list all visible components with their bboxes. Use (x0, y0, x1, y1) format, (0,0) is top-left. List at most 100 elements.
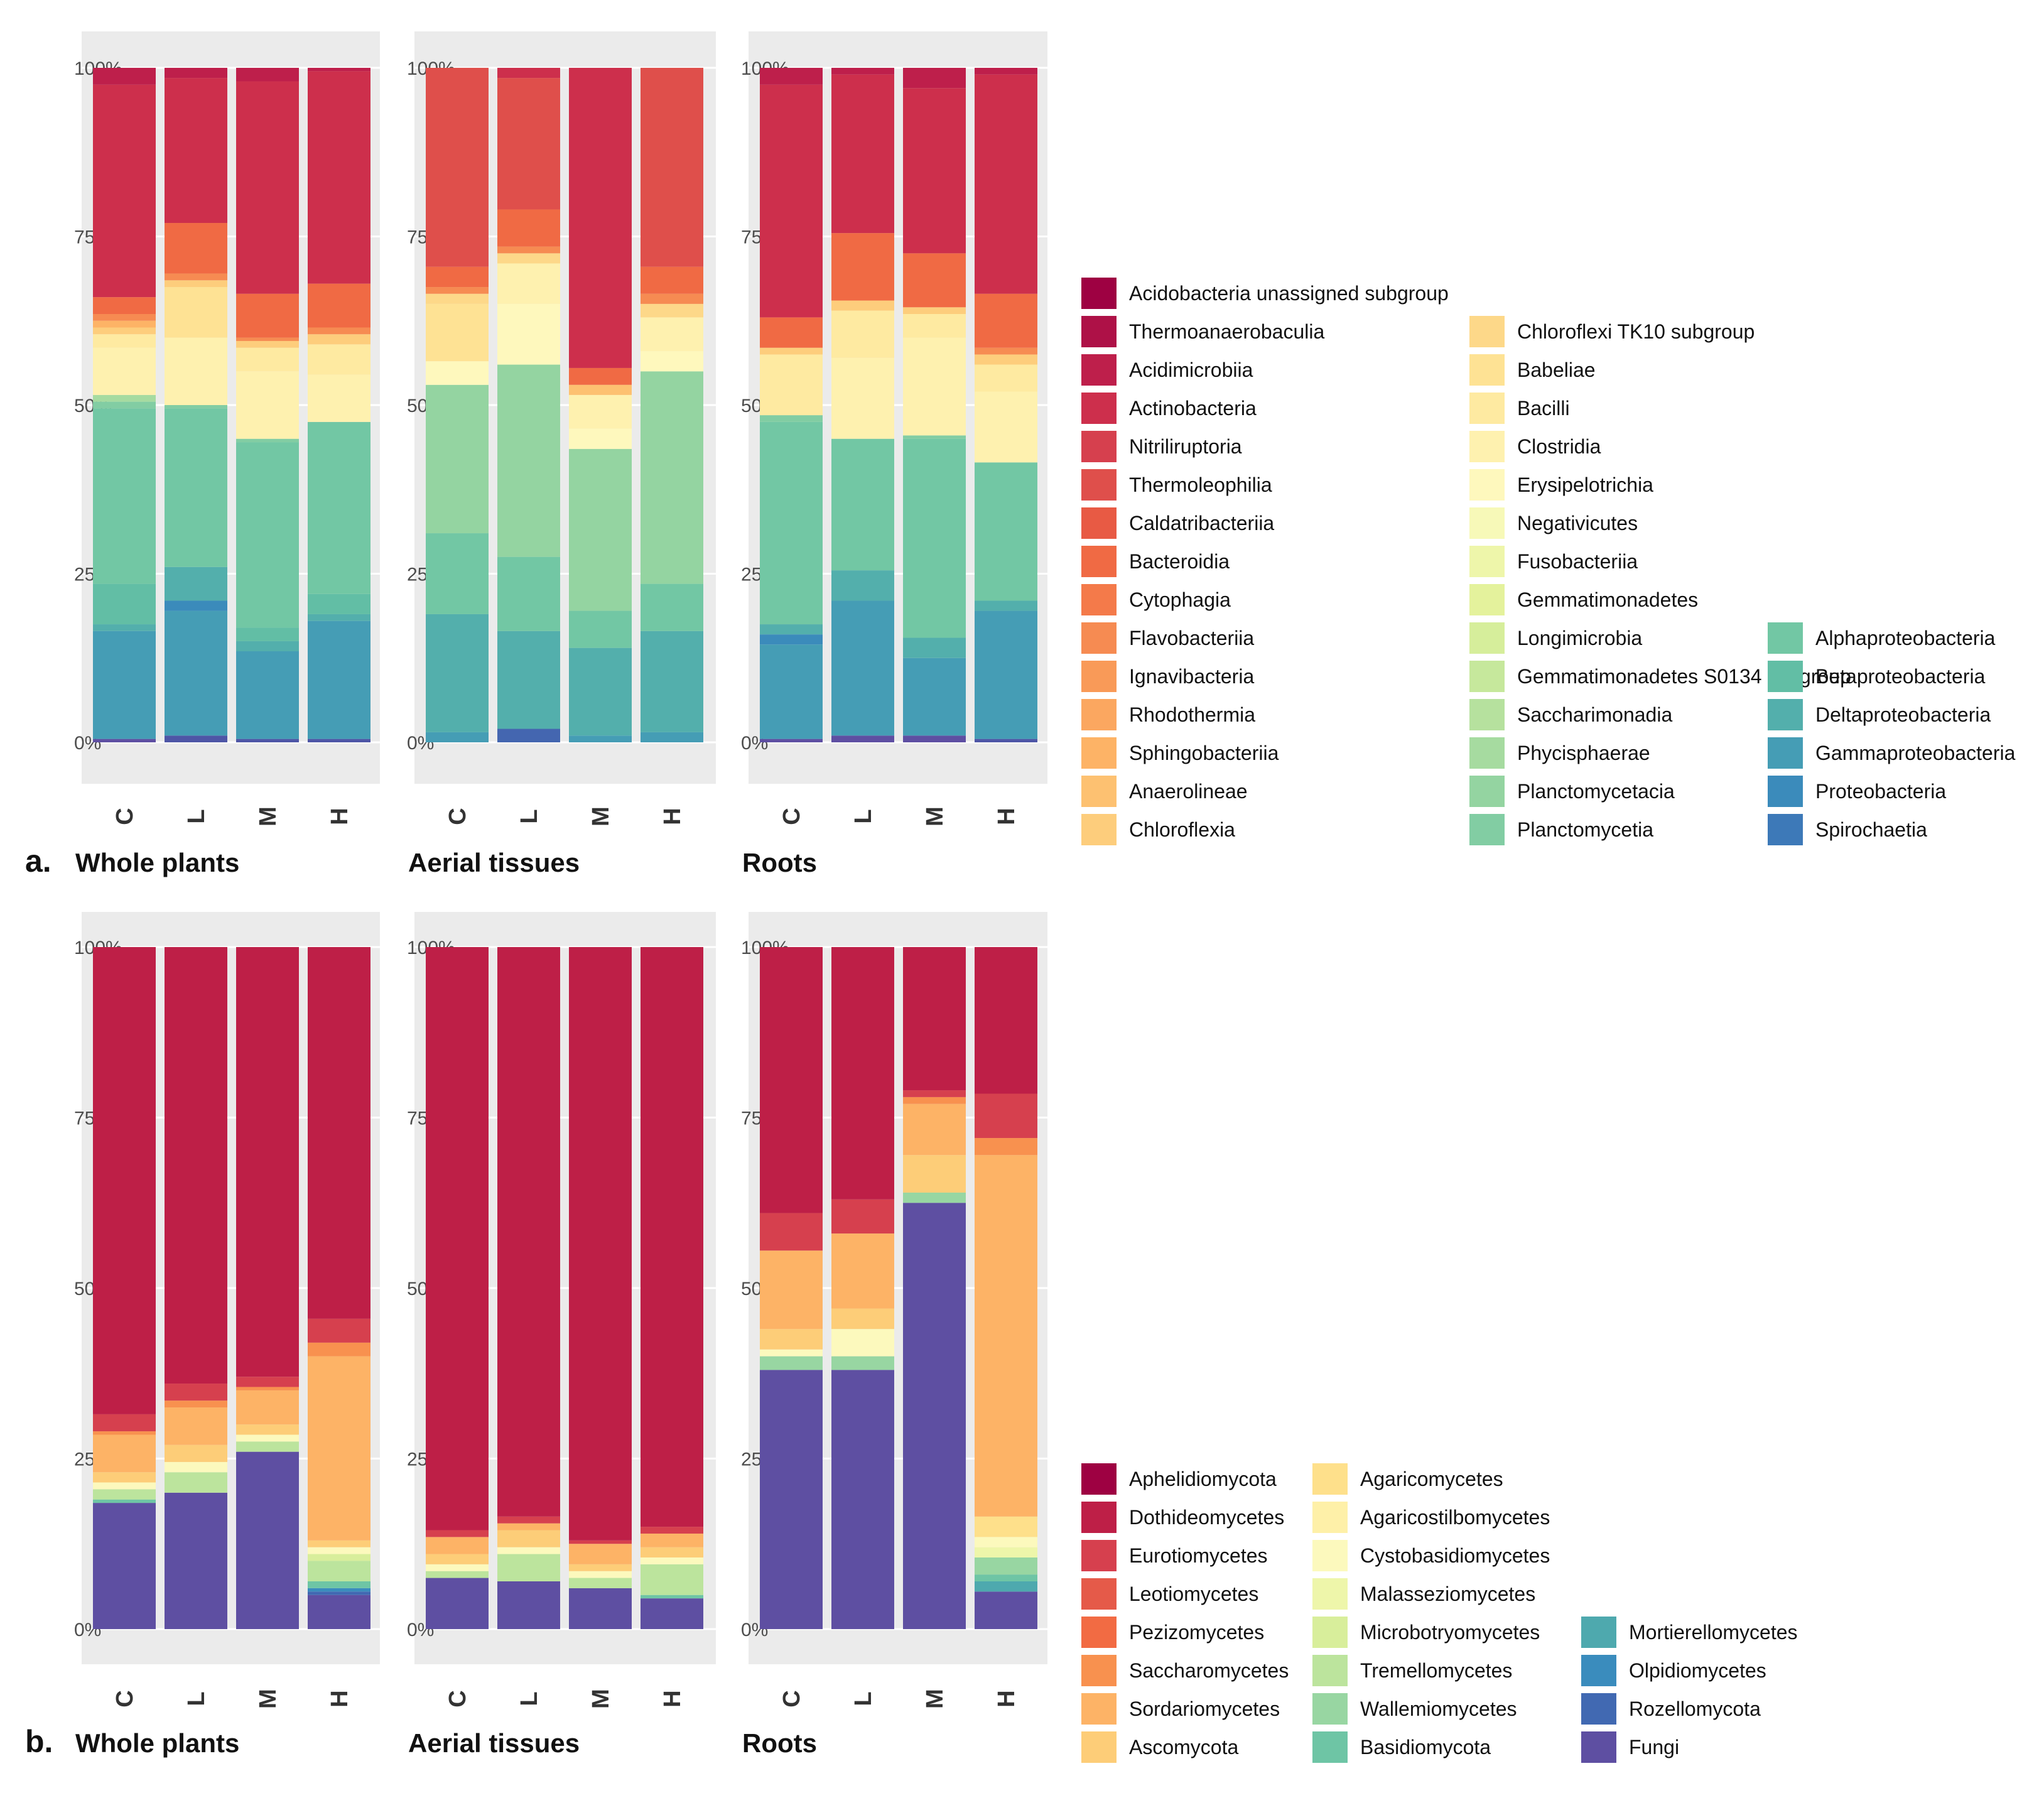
legend-swatch (1081, 393, 1117, 424)
bar-segment: M — Clostridia (569, 395, 632, 429)
legend-swatch (1469, 584, 1505, 615)
bar-segment: L — Fungi (831, 1370, 894, 1629)
legend-label: Tremellomycetes (1360, 1659, 1512, 1682)
bar-M: M — FungiM — WallemiomycetesM — Ascomyco… (903, 947, 966, 1629)
legend-label: Thermoleophilia (1129, 474, 1272, 496)
bar-segment: C — Actinobacteria (760, 85, 823, 318)
legend-label: Fungi (1629, 1736, 1679, 1758)
bar-segment: L — Saccharomycetes (165, 1400, 227, 1407)
x-tick-label: L (516, 1691, 543, 1706)
legend-label: Ascomycota (1129, 1736, 1238, 1758)
bar-segment: M — Ascomycota (236, 1424, 299, 1434)
legend-item: Saccharomycetes (1081, 1655, 1289, 1686)
x-tick-label: H (993, 1690, 1020, 1707)
bar-segment: L — Deltaproteobacteria (831, 570, 894, 600)
bar-segment: L — Clostridia (497, 263, 560, 303)
bar-C: C — FungiC — WallemiomycetesC — Cystobas… (760, 947, 823, 1629)
bar-segment: L — Acidimicrobiia (165, 68, 227, 78)
legend-label: Acidimicrobiia (1129, 359, 1253, 381)
legend-swatch (1581, 1731, 1616, 1763)
legend-label: Pezizomycetes (1129, 1621, 1264, 1644)
bar-segment: M — Bacilli (236, 348, 299, 372)
legend-swatch (1768, 699, 1803, 730)
bar-segment: H — Deltaproteobacteria (975, 600, 1037, 610)
bar-segment: L — Bacteroidia (497, 210, 560, 247)
x-tick-label: L (850, 1691, 877, 1706)
legend-swatch (1081, 469, 1117, 501)
legend-label: Agaricostilbomycetes (1360, 1506, 1550, 1529)
bar-segment: C — Dothideomycetes (760, 947, 823, 1213)
bar-segment: M — Mollicutes (236, 739, 299, 742)
legend-item: Thermoleophilia (1081, 469, 1272, 501)
bar-segment: L — Verrucomicrobiae (831, 735, 894, 742)
bar-segment: L — Dothideomycetes (831, 947, 894, 1200)
bar-segment: L — Bacilli (831, 311, 894, 358)
bar-segment: M — Saccharomycetes (903, 1097, 966, 1104)
bar-segment: M — Dothideomycetes (903, 947, 966, 1090)
legend-swatch (1469, 699, 1505, 730)
legend-item: Actinobacteria (1081, 393, 1257, 424)
chart-panel: 0%25%50%75%100%C — FungiC — Tremellomyce… (407, 912, 716, 1758)
bar-segment: H — Bacteroidia (641, 267, 703, 294)
bar-segment: M — Eurotiomycetes (236, 1377, 299, 1387)
bar-segment: L — Bacteroidia (831, 233, 894, 300)
bar-C: C — GammaproteobacteriaC — Deltaproteoba… (426, 68, 489, 742)
bar-segment: L — Cystobasidiomycetes (831, 1329, 894, 1356)
bar-segment: L — Deltaproteobacteria (497, 631, 560, 729)
bar-segment: H — Rozellomycota (308, 1591, 370, 1595)
bar-segment: C — Dothideomycetes (93, 947, 156, 1414)
bar-segment: H — Olpidiomycetes (308, 1588, 370, 1591)
legend-label: Deltaproteobacteria (1815, 703, 1991, 726)
legend-label: Chloroflexi TK10 subgroup (1517, 320, 1755, 343)
legend-swatch (1312, 1540, 1348, 1571)
legend-item: Acidobacteria unassigned subgroup (1081, 278, 1449, 309)
bar-segment: C — Fungi (760, 1370, 823, 1629)
chart-panel: 0%25%50%75%100%C — VerrucomicrobiaeC — G… (74, 31, 380, 877)
bar-segment: C — Chloroflexi TK10 subgroup (426, 294, 489, 304)
bar-segment: L — Ascomycota (165, 1445, 227, 1462)
legend-label: Clostridia (1517, 435, 1601, 458)
legend-item: Saccharimonadia (1469, 699, 1672, 730)
bar-segment: M — Gammaproteobacteria (903, 658, 966, 736)
bar-segment: M — Betaproteobacteria (236, 627, 299, 641)
bar-segment: C — Fungi (93, 1503, 156, 1629)
x-tick-label: M (255, 1689, 281, 1709)
bar-segment: C — Tremellomycetes (426, 1571, 489, 1578)
bar-segment: H — Fungi (975, 1591, 1037, 1629)
legend-swatch (1081, 622, 1117, 654)
x-tick-label: H (327, 1690, 353, 1707)
bar-segment: M — Chloroflexia (903, 307, 966, 314)
x-tick-label: L (850, 809, 877, 823)
bar-M: M — GammaproteobacteriaM — Deltaproteoba… (569, 68, 632, 742)
legend-item: Wallemiomycetes (1312, 1693, 1517, 1725)
legend-item: Rozellomycota (1581, 1693, 1761, 1725)
bar-segment: L — Ascomycota (831, 1309, 894, 1330)
bar-segment: M — Planctomycetacia (569, 449, 632, 611)
legend-item: Caldatribacteriia (1081, 507, 1274, 539)
legend-label: Longimicrobia (1517, 627, 1642, 649)
bar-segment: H — Cystobasidiomycetes (308, 1547, 370, 1554)
bar-C: C — VerrucomicrobiaeC — Gammaproteobacte… (93, 68, 156, 742)
bar-segment: C — Eurotiomycetes (760, 1213, 823, 1251)
legend-label: Caldatribacteriia (1129, 512, 1274, 534)
bar-segment: C — Cystobasidiomycetes (426, 1564, 489, 1571)
bar-segment: L — Chloroflexia (165, 280, 227, 287)
legend-swatch (1081, 354, 1117, 386)
legend-item: Eurotiomycetes (1081, 1540, 1268, 1571)
x-tick-label: M (588, 1689, 614, 1709)
bar-segment: M — Fungi (903, 1203, 966, 1629)
bar-segment: H — Erysipelotrichia (641, 351, 703, 371)
bar-segment: C — Tremellomycetes (93, 1489, 156, 1499)
bar-segment: M — Actinobacteria (903, 88, 966, 253)
bar-segment: L — Fungi (497, 1581, 560, 1629)
bar-segment: H — Betaproteobacteria (308, 594, 370, 614)
x-tick-label: M (922, 806, 948, 826)
legend-swatch (1081, 1731, 1117, 1763)
legend-item: Agaricostilbomycetes (1312, 1502, 1550, 1533)
legend-item: Nitriliruptoria (1081, 431, 1242, 462)
legend-item: Leotiomycetes (1081, 1578, 1258, 1610)
legend-item: Mortierellomycetes (1581, 1617, 1798, 1648)
bar-segment: L — Mollicutes (165, 735, 227, 742)
legend-item: Pezizomycetes (1081, 1617, 1264, 1648)
bar-segment: H — Chloroflexia (308, 334, 370, 344)
